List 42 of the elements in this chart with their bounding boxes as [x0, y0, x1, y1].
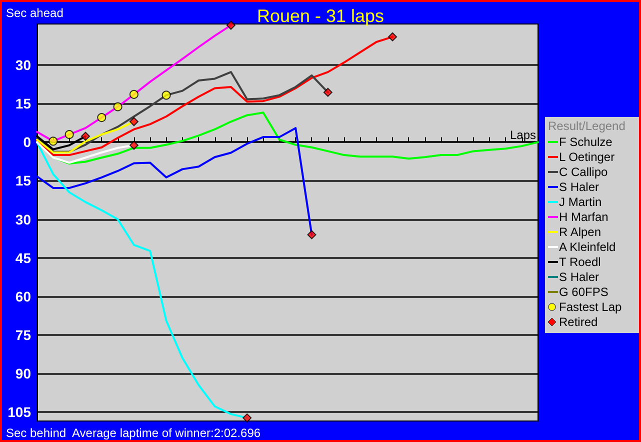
legend-title: Result/Legend [548, 119, 626, 133]
point [113, 102, 122, 112]
legend-label: T Roedl [559, 255, 601, 269]
point [129, 90, 138, 99]
legend-label: A Kleinfeld [559, 240, 616, 254]
point [129, 117, 138, 126]
point [242, 413, 252, 422]
y-tick-label: 75 [15, 326, 32, 343]
text: Sec behind [6, 426, 66, 440]
legend-label: H Marfan [559, 210, 608, 224]
point [48, 136, 58, 146]
legend-label: Retired [559, 315, 598, 329]
legend-label: G 60FPS [559, 285, 608, 299]
point [64, 130, 74, 139]
legend-label: Fastest Lap [559, 300, 622, 314]
y-tick-label: 60 [15, 288, 32, 304]
point [226, 20, 236, 30]
legend-label: S Haler [559, 270, 600, 284]
text: Average laptime of winner:2:02.696 [72, 426, 261, 440]
point [307, 230, 316, 240]
y-tick-label: 15 [15, 172, 32, 189]
legend-label: C Callipo [559, 165, 608, 179]
point [129, 140, 138, 150]
y-tick-label: 30 [15, 211, 32, 228]
x-axis-title: Laps [510, 128, 536, 142]
y-tick-label: 15 [15, 96, 32, 112]
point [323, 88, 332, 97]
point [97, 113, 106, 122]
y-axis-title: Sec ahead [6, 6, 64, 20]
y-tick-label: 0 [23, 134, 32, 150]
point [162, 90, 171, 100]
y-tick-label: 30 [15, 57, 32, 74]
y-tick-label: 90 [15, 365, 32, 382]
y-tick-label: 105 [8, 404, 32, 420]
legend-label: F Schulze [559, 135, 613, 149]
legend-label: L Oetinger [559, 150, 615, 164]
point [388, 32, 398, 42]
y-tick-label: 45 [15, 250, 32, 266]
legend-label: R Alpen [559, 225, 602, 239]
chart-title: Rouen - 31 laps [256, 6, 384, 26]
legend-label: S Haler [559, 180, 600, 194]
legend-label: J Martin [559, 195, 602, 209]
